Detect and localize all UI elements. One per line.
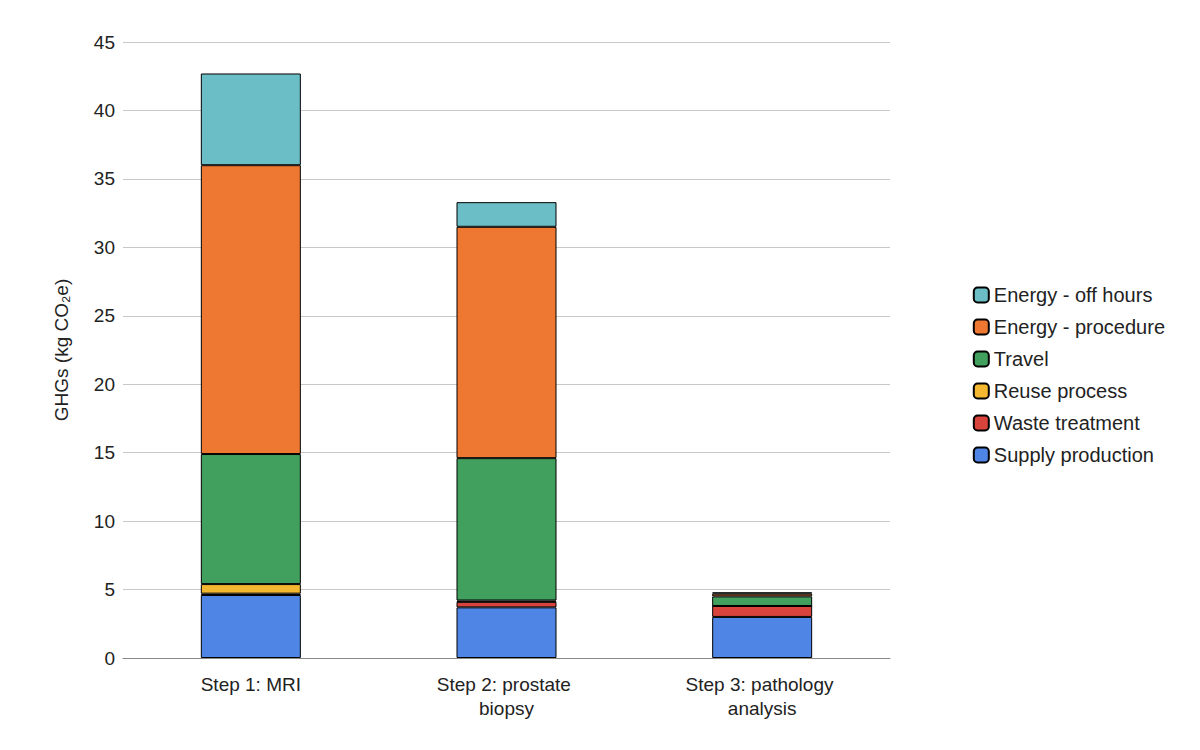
svg-text:Waste treatment: Waste treatment <box>994 412 1140 434</box>
svg-text:Energy - off hours: Energy - off hours <box>994 284 1153 306</box>
svg-text:Step 3: pathology: Step 3: pathology <box>686 674 839 695</box>
svg-text:15: 15 <box>94 442 115 463</box>
svg-text:20: 20 <box>94 374 115 395</box>
svg-text:35: 35 <box>94 168 115 189</box>
svg-text:biopsy: biopsy <box>479 698 534 719</box>
svg-text:5: 5 <box>104 579 115 600</box>
svg-text:25: 25 <box>94 305 115 326</box>
svg-text:0: 0 <box>104 648 115 669</box>
svg-text:10: 10 <box>94 511 115 532</box>
svg-text:40: 40 <box>94 100 115 121</box>
svg-text:Step 2: prostate: Step 2: prostate <box>437 674 576 695</box>
svg-text:Energy - procedure: Energy - procedure <box>994 316 1165 338</box>
svg-text:Travel: Travel <box>994 348 1049 370</box>
svg-text:30: 30 <box>94 237 115 258</box>
svg-text:Reuse process: Reuse process <box>994 380 1127 402</box>
svg-text:45: 45 <box>94 32 115 53</box>
svg-text:analysis: analysis <box>728 698 797 719</box>
svg-text:Step 1: MRI: Step 1: MRI <box>201 674 301 695</box>
svg-text:GHGs (kg CO₂e): GHGs (kg CO₂e) <box>51 279 72 422</box>
svg-text:Supply production: Supply production <box>994 444 1154 466</box>
